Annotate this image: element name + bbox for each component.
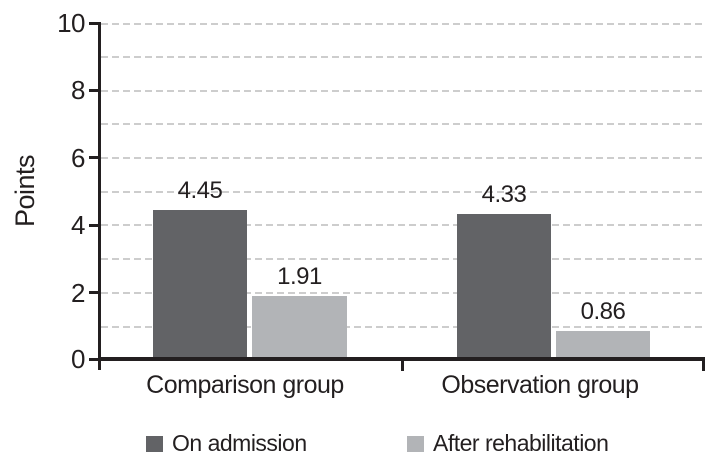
gridline [101,56,705,58]
y-tick-mark [89,89,101,92]
y-axis-line [98,23,101,370]
y-tick-mark [89,358,101,361]
x-tick-mark [702,361,705,371]
y-tick-label-2: 2 [71,278,85,308]
bar-comparison-on-admission: 4.45 [153,179,247,360]
category-label-observation-group: Observation group [441,371,639,399]
legend-swatch-on-admission [146,435,163,452]
y-tick-label-10: 10 [57,8,85,38]
y-tick-mark [89,156,101,159]
gridline [101,292,705,294]
bar-comparison-after-rehabilitation: 1.91 [252,265,347,360]
bar-value-label: 1.91 [277,263,322,290]
legend-label: On admission [172,430,307,456]
y-tick-label-6: 6 [71,143,85,173]
bar-value-label: 4.45 [177,177,223,204]
x-axis-line [98,357,705,361]
y-tick-label-8: 8 [71,75,85,105]
legend-label: After rehabilitation [433,430,609,456]
gridline [101,224,705,226]
gridline [101,23,705,25]
bar-observation-after-rehabilitation: 0.86 [556,300,650,360]
category-label-comparison-group: Comparison group [146,371,344,399]
y-tick-mark [89,224,101,227]
plot-area: 4.45 1.91 4.33 0.86 [101,23,705,360]
gridline [101,191,705,193]
x-tick-mark [401,361,404,371]
legend-item-on-admission: On admission [146,432,307,455]
legend-swatch-after-rehabilitation [407,435,424,452]
gridline [101,258,705,260]
bar-observation-on-admission: 4.33 [457,183,551,360]
gridline [101,90,705,92]
y-axis-title: Points [10,154,40,228]
gridline [101,157,705,159]
y-tick-mark [89,22,101,25]
gridline [101,123,705,125]
legend-item-after-rehabilitation: After rehabilitation [407,430,609,456]
bar-value-label: 4.33 [481,181,527,208]
gridline [101,326,705,328]
y-tick-label-0: 0 [71,344,85,374]
bar-value-label: 0.86 [580,298,626,325]
y-tick-label-4: 4 [71,210,85,240]
y-tick-mark [89,291,101,294]
